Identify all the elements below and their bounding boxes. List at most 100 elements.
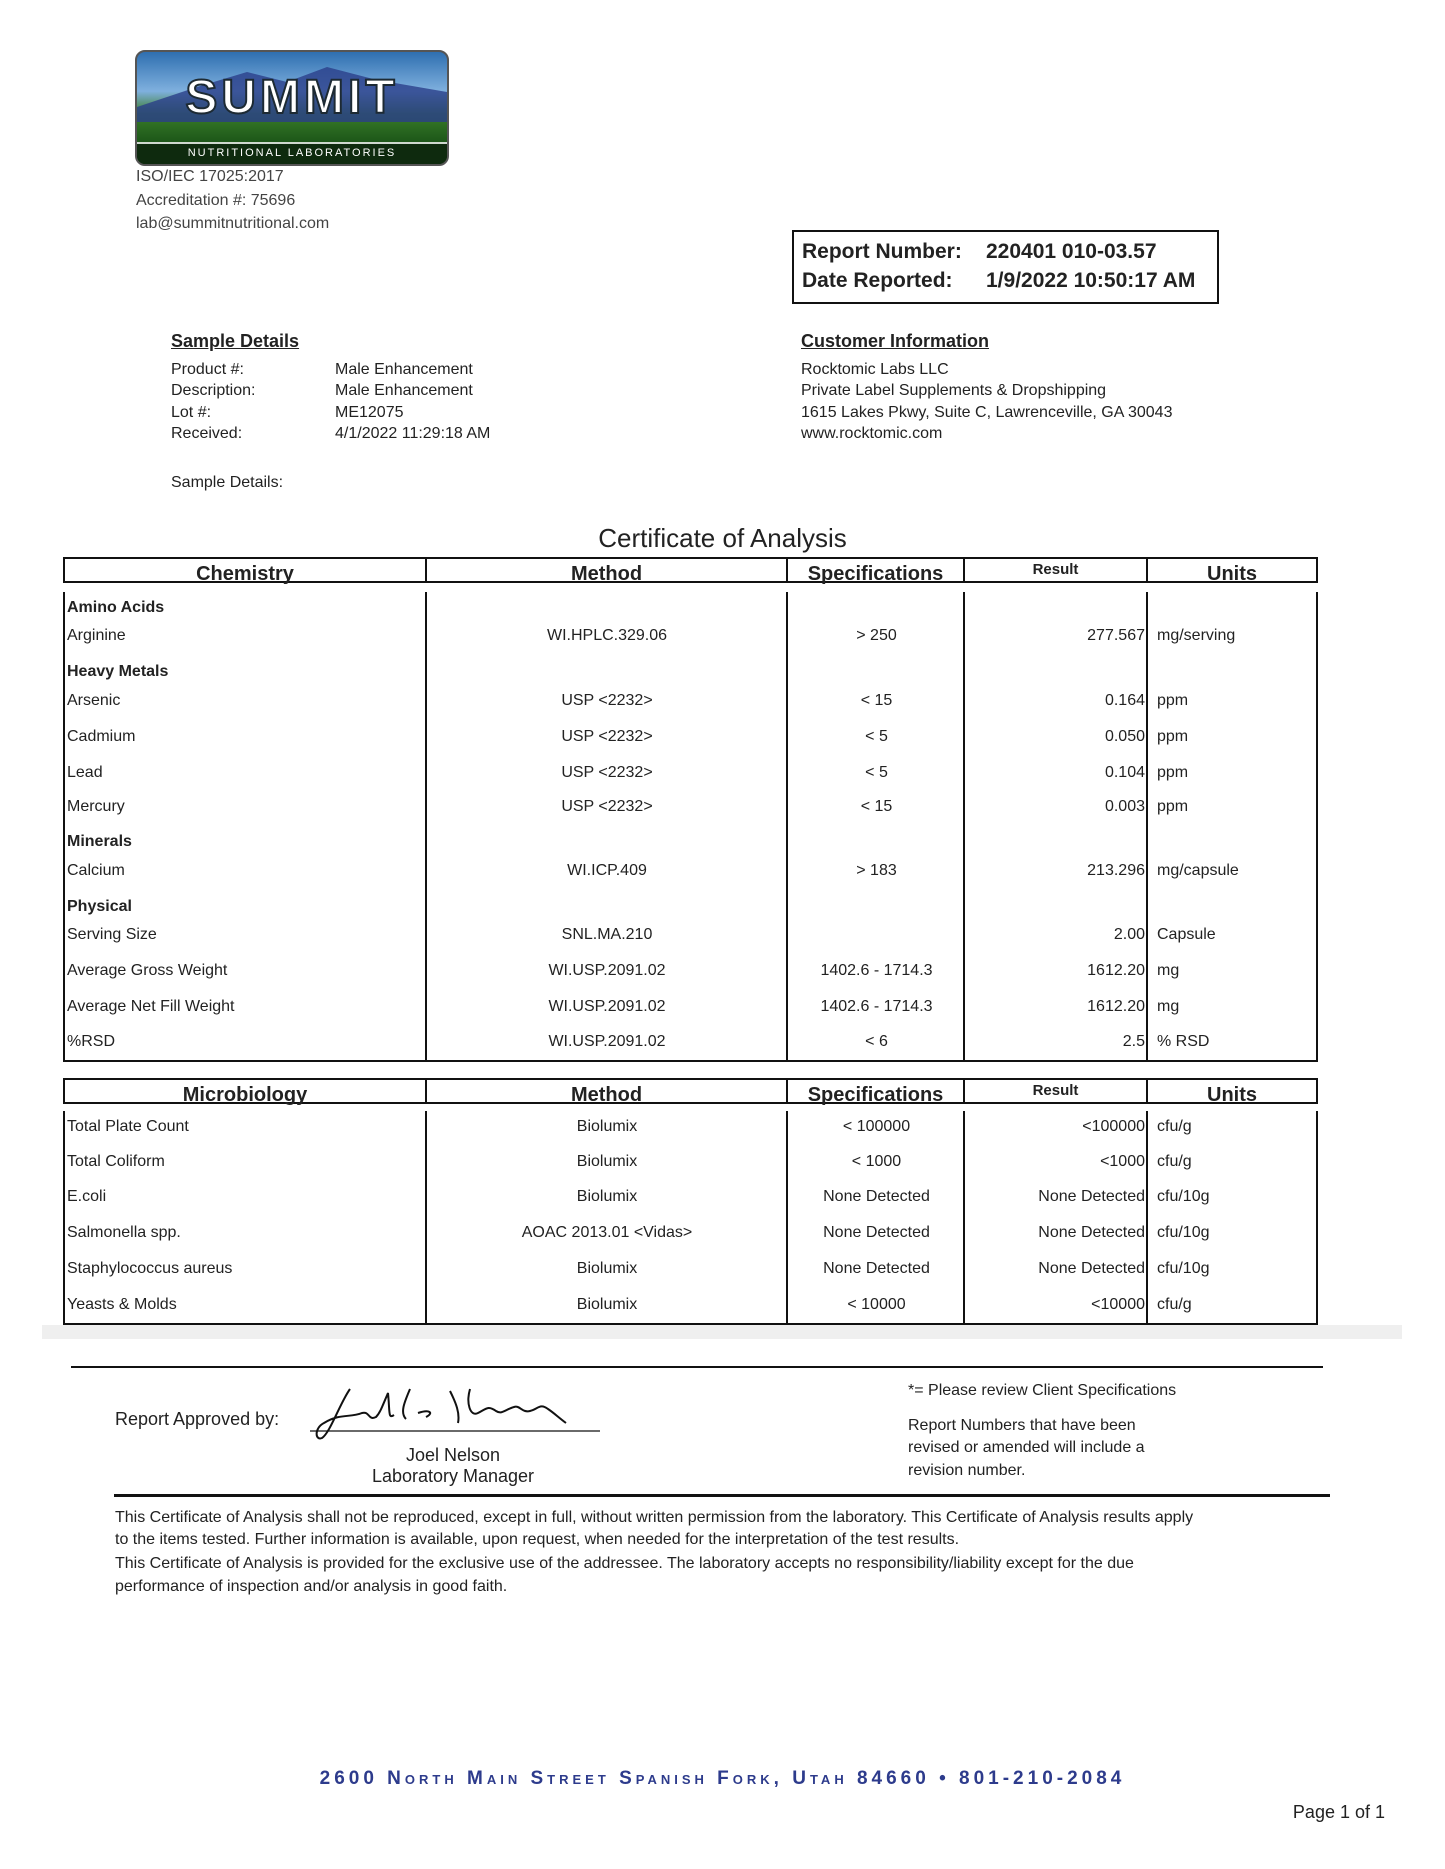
analyte-name: Lead bbox=[67, 764, 103, 781]
column-divider bbox=[425, 1111, 427, 1323]
table-row: Average Net Fill Weight WI.USP.2091.02 140… bbox=[65, 996, 1316, 1018]
category-label: Amino Acids bbox=[67, 599, 165, 616]
column-divider bbox=[1146, 592, 1148, 1060]
table-row: Average Gross Weight WI.USP.2091.02 1402.6… bbox=[65, 960, 1316, 982]
category-row: Amino Acids bbox=[65, 597, 1316, 619]
analyte-name: Mercury bbox=[67, 798, 125, 815]
product-label: Product #: bbox=[171, 361, 244, 378]
analyte-name: Arsenic bbox=[67, 692, 121, 709]
analyte-name: Calcium bbox=[67, 862, 125, 879]
gray-strip bbox=[42, 1325, 1402, 1339]
method: WI.HPLC.329.06 bbox=[546, 627, 668, 644]
category-label: Heavy Metals bbox=[67, 663, 169, 680]
table-row: Mercury USP <2232> < 15 0.003 ppm bbox=[65, 796, 1316, 818]
col-specifications: Specifications bbox=[788, 559, 965, 585]
table-row: Salmonella spp. AOAC 2013.01 <Vidas> None … bbox=[65, 1222, 1316, 1244]
result: <100000 bbox=[1082, 1118, 1145, 1135]
result: 277.567 bbox=[1087, 627, 1145, 644]
col-units: Units bbox=[1207, 563, 1257, 585]
method: WI.USP.2091.02 bbox=[548, 1033, 666, 1050]
result: None Detected bbox=[1038, 1224, 1145, 1241]
summit-logo: SUMMIT NUTRITIONAL LABORATORIES bbox=[135, 50, 449, 166]
units: cfu/10g bbox=[1157, 1224, 1210, 1241]
lot-value: ME12075 bbox=[335, 404, 404, 421]
accreditation: Accreditation #: 75696 bbox=[136, 192, 296, 209]
col-result: Result bbox=[965, 559, 1148, 583]
report-info-box: Report Number: 220401 010-03.57 Date Rep… bbox=[792, 230, 1219, 304]
table-row: Staphylococcus aureus Biolumix None Detect… bbox=[65, 1258, 1316, 1280]
report-number: 220401 010-03.57 bbox=[986, 240, 1157, 263]
table-row: Lead USP <2232> < 5 0.104 ppm bbox=[65, 762, 1316, 784]
report-number-label: Report Number: bbox=[802, 240, 962, 263]
mountain-icon bbox=[137, 67, 447, 122]
customer-info-heading: Customer Information bbox=[801, 331, 990, 351]
table-row: Arginine WI.HPLC.329.06 > 250 277.567 mg/ser… bbox=[65, 625, 1316, 647]
col-chemistry: Chemistry bbox=[65, 559, 427, 585]
method: Biolumix bbox=[576, 1260, 638, 1277]
units: % RSD bbox=[1157, 1033, 1210, 1050]
result: 0.164 bbox=[1104, 692, 1145, 709]
units: mg/capsule bbox=[1157, 862, 1239, 879]
result: 1612.20 bbox=[1087, 962, 1145, 979]
specification: 1402.6 - 1714.3 bbox=[820, 998, 933, 1015]
table-row: Total Coliform Biolumix < 1000 <1000 cfu/g bbox=[65, 1151, 1316, 1173]
units: cfu/g bbox=[1157, 1118, 1192, 1135]
units: cfu/g bbox=[1157, 1153, 1192, 1170]
approver-title: Laboratory Manager bbox=[371, 1466, 535, 1486]
col-microbiology: Microbiology bbox=[65, 1080, 427, 1106]
units: cfu/10g bbox=[1157, 1188, 1210, 1205]
method: Biolumix bbox=[576, 1153, 638, 1170]
units: Capsule bbox=[1157, 926, 1216, 943]
method: WI.ICP.409 bbox=[567, 862, 647, 879]
specification: 1402.6 - 1714.3 bbox=[820, 962, 933, 979]
disclaimer-line: This Certificate of Analysis is provided… bbox=[115, 1555, 1134, 1572]
units: ppm bbox=[1157, 764, 1189, 781]
specification: < 100000 bbox=[842, 1118, 911, 1135]
date-reported: 1/9/2022 10:50:17 AM bbox=[986, 269, 1196, 292]
analyte-name: %RSD bbox=[67, 1033, 116, 1050]
category-row: Physical bbox=[65, 896, 1316, 918]
result: 213.296 bbox=[1087, 862, 1145, 879]
col-result: Result bbox=[965, 1080, 1148, 1104]
table-row: Cadmium USP <2232> < 5 0.050 ppm bbox=[65, 726, 1316, 748]
sample-details-label: Sample Details: bbox=[171, 474, 284, 491]
revision-note-1: Report Numbers that have been bbox=[908, 1417, 1136, 1434]
analyte-name: Average Gross Weight bbox=[67, 962, 228, 979]
description-label: Description: bbox=[171, 382, 256, 399]
units: mg/serving bbox=[1157, 627, 1236, 644]
units: ppm bbox=[1157, 798, 1189, 815]
table-row: %RSD WI.USP.2091.02 < 6 2.5 % RSD bbox=[65, 1031, 1316, 1053]
column-divider bbox=[786, 592, 788, 1060]
disclaimer-line: This Certificate of Analysis shall not b… bbox=[115, 1509, 1194, 1526]
customer-name: Rocktomic Labs LLC bbox=[801, 361, 949, 378]
specification: None Detected bbox=[823, 1188, 930, 1205]
method: AOAC 2013.01 <Vidas> bbox=[521, 1224, 693, 1241]
table-row: E.coli Biolumix None Detected None Detected… bbox=[65, 1186, 1316, 1208]
logo-wordmark: SUMMIT bbox=[184, 70, 399, 125]
result: 2.00 bbox=[1113, 926, 1145, 943]
table-row: Serving Size SNL.MA.210 2.00 Capsule bbox=[65, 924, 1316, 946]
specification: None Detected bbox=[823, 1224, 930, 1241]
table-row: Total Plate Count Biolumix < 100000 <100000… bbox=[65, 1116, 1316, 1138]
specification: < 5 bbox=[865, 764, 888, 781]
result: 0.003 bbox=[1104, 798, 1145, 815]
result: 2.5 bbox=[1122, 1033, 1145, 1050]
sample-details-heading: Sample Details bbox=[171, 331, 300, 351]
result: None Detected bbox=[1038, 1188, 1145, 1205]
method: USP <2232> bbox=[561, 798, 653, 815]
category-label: Minerals bbox=[67, 833, 132, 850]
method: SNL.MA.210 bbox=[561, 926, 653, 943]
customer-address: 1615 Lakes Pkwy, Suite C, Lawrenceville,… bbox=[801, 404, 1173, 421]
analyte-name: Staphylococcus aureus bbox=[67, 1260, 233, 1277]
column-divider bbox=[963, 592, 965, 1060]
approver-name: Joel Nelson bbox=[405, 1445, 501, 1465]
analyte-name: Serving Size bbox=[67, 926, 157, 943]
microbiology-header: Microbiology Method Specifications Resul… bbox=[63, 1078, 1318, 1106]
analyte-name: E.coli bbox=[67, 1188, 107, 1205]
analyte-name: Salmonella spp. bbox=[67, 1224, 181, 1241]
client-spec-note: *= Please review Client Specifications bbox=[908, 1382, 1177, 1399]
specification: < 1000 bbox=[851, 1153, 902, 1170]
method: USP <2232> bbox=[561, 728, 653, 745]
logo-subtext: NUTRITIONAL LABORATORIES bbox=[137, 142, 447, 164]
col-method: Method bbox=[427, 559, 788, 585]
